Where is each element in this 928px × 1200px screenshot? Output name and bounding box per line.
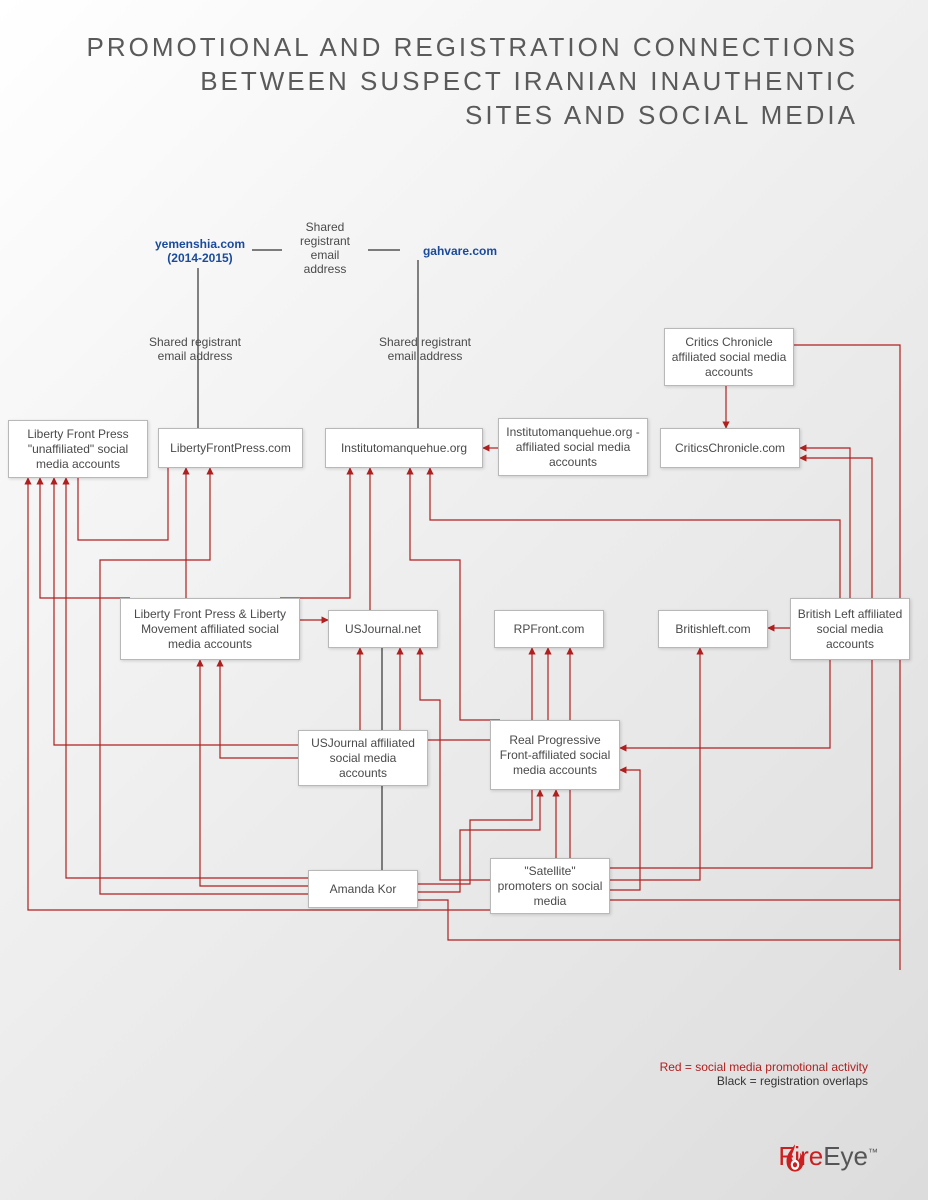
node-imq-aff: Institutomanquehue.org - affiliated soci…	[498, 418, 648, 476]
node-lfp-com: LibertyFrontPress.com	[158, 428, 303, 468]
edge-rpf-aff--usj-net	[400, 648, 490, 740]
node-amanda: Amanda Kor	[308, 870, 418, 908]
node-usj-net: USJournal.net	[328, 610, 438, 648]
edge-amanda--lfplm-aff	[200, 660, 308, 886]
fireeye-logo: FireEye™	[778, 1141, 878, 1172]
node-satellite: "Satellite" promoters on social media	[490, 858, 610, 914]
legend-red: Red = social media promotional activity	[660, 1060, 868, 1074]
label-share-right: Shared registrantemail address	[360, 335, 490, 363]
edge-amanda--lfp-unaff	[66, 478, 308, 878]
node-lfp-unaff: Liberty Front Press "unaffiliated" socia…	[8, 420, 148, 478]
legend-black: Black = registration overlaps	[660, 1074, 868, 1088]
edge-amanda--lfp-com	[100, 468, 308, 894]
node-rpf-aff: Real Progressive Front-affiliated social…	[490, 720, 620, 790]
label-gahvare: gahvare.com	[400, 244, 520, 258]
edge-lfplm-aff--imq-org	[280, 468, 350, 598]
diagram-legend: Red = social media promotional activity …	[660, 1060, 868, 1088]
label-share-left: Shared registrantemail address	[130, 335, 260, 363]
fireeye-flame-icon	[778, 1141, 812, 1175]
edge-satellite--usj-net	[420, 648, 490, 880]
node-rpf-com: RPFront.com	[494, 610, 604, 648]
edge-bl-aff--rpf-aff	[620, 660, 830, 748]
edge-bl-aff--imq-org	[430, 468, 840, 598]
edge-bl-aff--cc-com	[800, 448, 850, 598]
node-imq-org: Institutomanquehue.org	[325, 428, 483, 468]
node-bl-com: Britishleft.com	[658, 610, 768, 648]
node-lfplm-aff: Liberty Front Press & Liberty Movement a…	[120, 598, 300, 660]
label-yemen: yemenshia.com(2014-2015)	[130, 237, 270, 265]
edge-rpf-aff--imq-org	[410, 468, 500, 720]
node-usj-aff: USJournal affiliated social media accoun…	[298, 730, 428, 786]
edge-satellite--bl-com	[610, 648, 700, 880]
node-cc-aff: Critics Chronicle affiliated social medi…	[664, 328, 794, 386]
edge-usj-aff--lfplm-aff	[220, 660, 298, 758]
edge-lfp-unaff--lfp-com	[78, 468, 168, 540]
node-bl-aff: British Left affiliated social media acc…	[790, 598, 910, 660]
label-share-top: Sharedregistrantemailaddress	[280, 220, 370, 276]
edge-satellite--lfp-unaff	[28, 478, 490, 910]
node-cc-com: CriticsChronicle.com	[660, 428, 800, 468]
